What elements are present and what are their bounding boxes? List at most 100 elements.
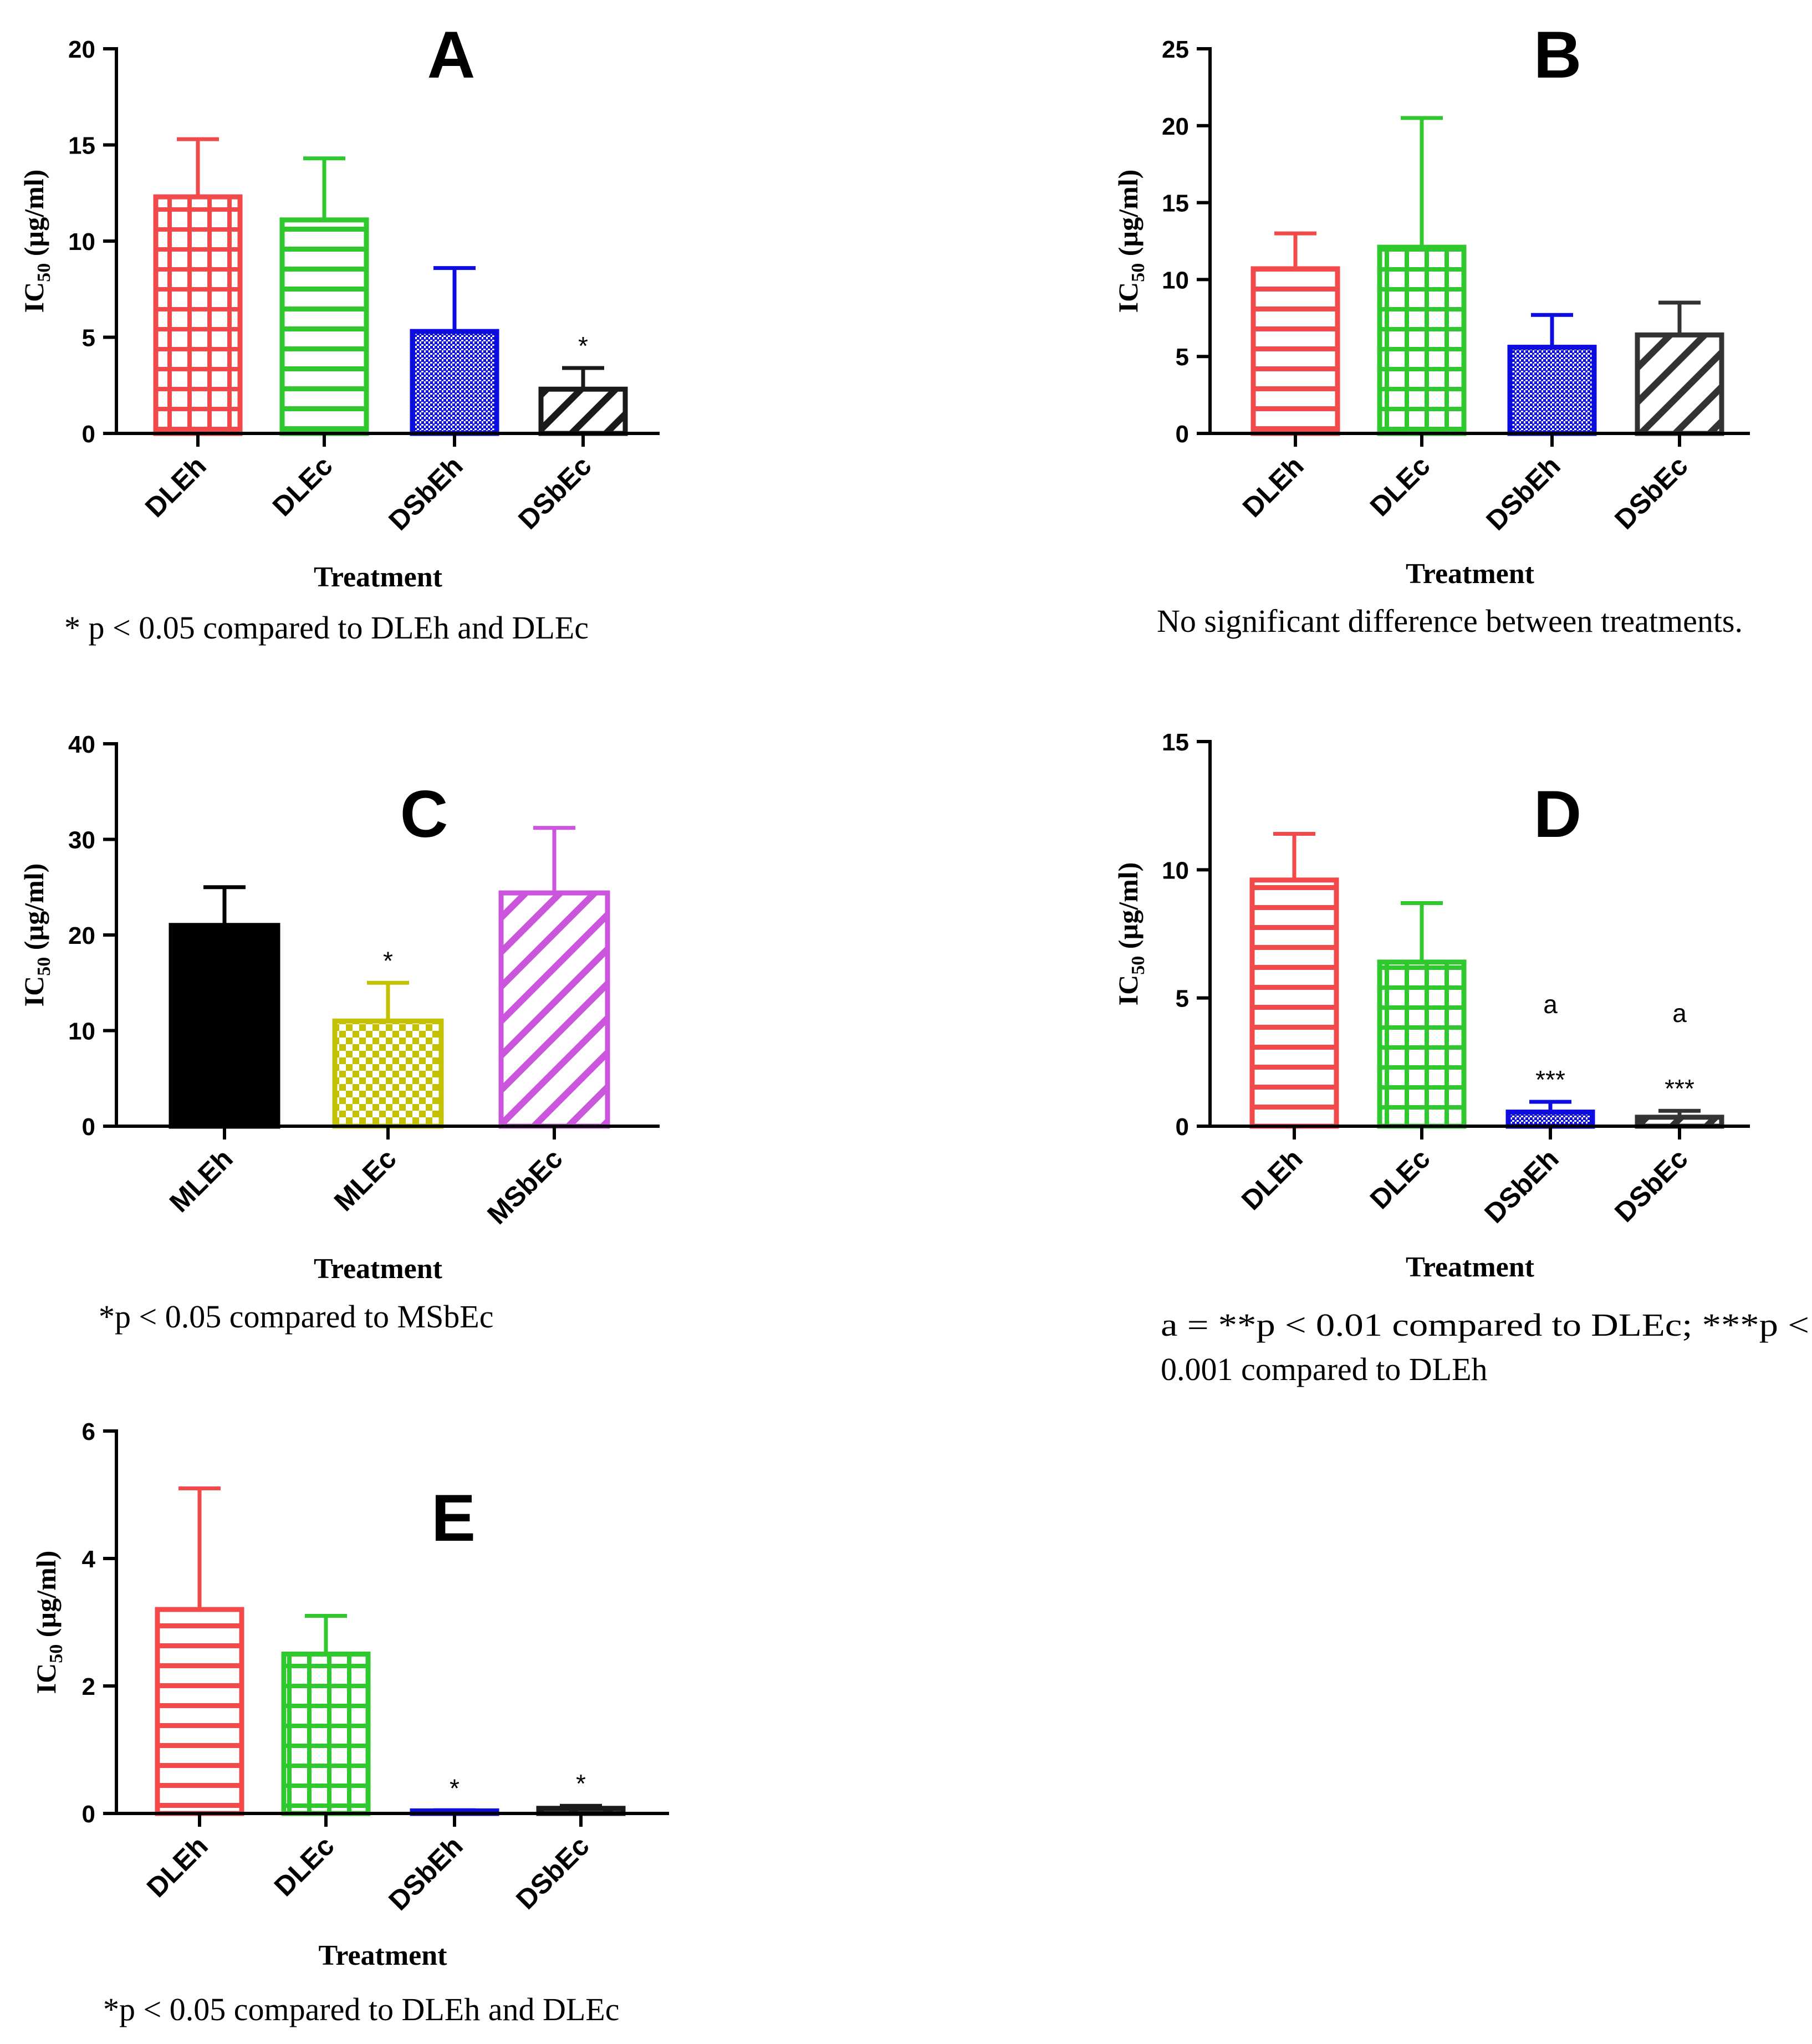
bar-dleh <box>153 194 243 436</box>
error-bar-dleh <box>178 1486 221 1609</box>
y-axis-label: IC50 (µg/ml) <box>1112 170 1149 313</box>
plot-area: DLEh DLEc DSbEh * DSbEc 0 5 10 15 20 IC50 (µg/ml) T… <box>18 36 660 593</box>
y-tick-label: 20 <box>68 922 95 949</box>
error-bar-mleh <box>203 885 246 926</box>
y-tick-label: 30 <box>68 827 95 854</box>
y-tick-label: 5 <box>1176 344 1189 371</box>
bar-dleh <box>1250 266 1340 436</box>
panel-c: MLEh * MLEc MSbEc 0 10 20 30 40 IC50 (µg/ml) Treat… <box>18 731 660 1335</box>
bar-dlec <box>1377 244 1467 436</box>
x-axis-label: Treatment <box>314 1253 443 1285</box>
y-axis-label: IC50 (µg/ml) <box>18 170 54 313</box>
x-tick-label: DSbEh <box>382 1830 468 1916</box>
y-axis-label: IC50 (µg/ml) <box>1112 862 1149 1006</box>
panel-letter: D <box>1534 777 1582 851</box>
y-tick-label: 6 <box>82 1418 95 1445</box>
axes: 0 5 10 15 20 <box>68 36 660 448</box>
error-bar-dsbec <box>1658 300 1701 335</box>
x-tick-label: DLEh <box>139 450 212 523</box>
y-tick-label: 5 <box>1176 985 1189 1013</box>
panel-letter: C <box>400 777 448 851</box>
y-tick-label: 15 <box>68 132 95 160</box>
error-bar-dsbeh <box>433 1808 476 1812</box>
error-bar-dleh <box>1273 832 1315 880</box>
error-bar-dsbec <box>562 366 604 390</box>
panel-note: No significant difference between treatm… <box>1157 603 1743 639</box>
y-tick-label: 10 <box>1162 267 1189 294</box>
x-tick-label: DLEh <box>141 1830 214 1903</box>
error-bar-mlec <box>367 980 409 1021</box>
panel-note: a = **p < 0.01 compared to DLEc; ***p < <box>1161 1307 1809 1343</box>
x-tick-label: DSbEh <box>382 450 468 536</box>
panel-note: *p < 0.05 compared to DLEh and DLEc <box>103 1991 619 2027</box>
panel-d: DLEh DLEc *** a DSbEh *** a DSbEc 0 5 10 15 IC50 (µg… <box>1112 729 1809 1387</box>
x-tick-label: DLEh <box>1237 450 1310 523</box>
significance-marker: * <box>578 331 588 360</box>
y-tick-label: 0 <box>1176 421 1189 448</box>
bar-dlec <box>281 1652 371 1816</box>
panel-note-line-2: 0.001 compared to DLEh <box>1161 1351 1488 1387</box>
x-tick-label: DSbEc <box>512 450 598 535</box>
significance-marker: * <box>383 946 393 975</box>
x-tick-label: DLEc <box>1364 1143 1436 1215</box>
y-axis-label: IC50 (µg/ml) <box>30 1551 67 1694</box>
panel-letter: A <box>427 18 476 92</box>
plot-area: MLEh * MLEc MSbEc 0 10 20 30 40 IC50 (µg/ml) Treat… <box>18 731 660 1285</box>
x-tick-label: DSbEh <box>1480 450 1566 536</box>
x-axis-label: Treatment <box>319 1940 448 1971</box>
panel-b: DLEh DLEc DSbEh DSbEc 0 5 10 15 20 25 IC50 (µg/ml)… <box>1112 18 1750 639</box>
error-bar-dlec <box>1401 116 1443 248</box>
x-tick-label: DLEc <box>267 450 339 522</box>
x-tick-label: DSbEh <box>1478 1143 1564 1229</box>
axes: 0 5 10 15 20 25 <box>1162 36 1750 448</box>
bar-dlec <box>1377 959 1467 1129</box>
significance-marker: * <box>576 1769 586 1798</box>
x-tick-label: MLEc <box>328 1143 402 1217</box>
error-bar-dlec <box>1401 901 1443 962</box>
y-tick-label: 20 <box>68 36 95 63</box>
y-tick-label: 5 <box>82 325 95 352</box>
error-bar-dsbeh <box>1529 1100 1571 1112</box>
y-tick-label: 0 <box>82 421 95 448</box>
plot-area: DLEh DLEc * DSbEh * DSbEc 0 2 4 6 IC50 (µg/ml) Trea… <box>30 1418 669 1971</box>
bar-dsbeh <box>410 329 499 436</box>
significance-letter: a <box>1543 990 1558 1019</box>
bar-mleh <box>169 923 280 1129</box>
bar-dleh <box>155 1607 244 1816</box>
y-tick-label: 15 <box>1162 729 1189 756</box>
significance-marker: * <box>450 1774 460 1802</box>
plot-area: DLEh DLEc DSbEh DSbEc 0 5 10 15 20 25 IC50 (µg/ml)… <box>1112 36 1750 590</box>
panel-e: DLEh DLEc * DSbEh * DSbEc 0 2 4 6 IC50 (µg/ml) Trea… <box>30 1418 669 2027</box>
y-tick-label: 2 <box>82 1673 95 1700</box>
bar-mlec <box>332 1018 444 1129</box>
y-tick-label: 25 <box>1162 36 1189 63</box>
bar-dsbec <box>1635 332 1724 436</box>
panel-letter: B <box>1534 18 1582 92</box>
error-bar-dleh <box>177 137 219 197</box>
x-tick-label: DSbEc <box>1609 1143 1694 1228</box>
error-bar-dlec <box>305 1614 347 1654</box>
x-axis-label: Treatment <box>314 561 443 593</box>
y-tick-label: 0 <box>1176 1113 1189 1141</box>
x-tick-label: DSbEc <box>510 1830 595 1915</box>
significance-marker: *** <box>1665 1074 1694 1103</box>
significance-marker: *** <box>1535 1065 1565 1094</box>
bar-dsbec <box>538 386 628 436</box>
panel-a: DLEh DLEc DSbEh * DSbEc 0 5 10 15 20 IC50 (µg/ml) T… <box>18 18 660 646</box>
y-tick-label: 4 <box>82 1546 96 1573</box>
panel-note-line-1: a = **p < 0.01 compared to DLEc; ***p < <box>1161 1307 1809 1343</box>
x-axis-label: Treatment <box>1406 558 1535 590</box>
error-bar-dlec <box>303 156 345 220</box>
plot-area: DLEh DLEc *** a DSbEh *** a DSbEc 0 5 10 15 IC50 (µg… <box>1112 729 1750 1283</box>
y-tick-label: 15 <box>1162 190 1189 217</box>
bar-dsbeh <box>1505 1110 1595 1129</box>
x-tick-label: DSbEc <box>1609 450 1694 535</box>
y-tick-label: 10 <box>68 1018 95 1045</box>
panel-note: * p < 0.05 compared to DLEh and DLEc <box>64 610 589 646</box>
error-bar-dsbec <box>1658 1108 1701 1117</box>
bar-dlec <box>279 217 369 436</box>
panel-note: *p < 0.05 compared to MSbEc <box>99 1299 493 1335</box>
y-tick-label: 20 <box>1162 113 1189 140</box>
error-bar-dsbeh <box>433 266 476 332</box>
